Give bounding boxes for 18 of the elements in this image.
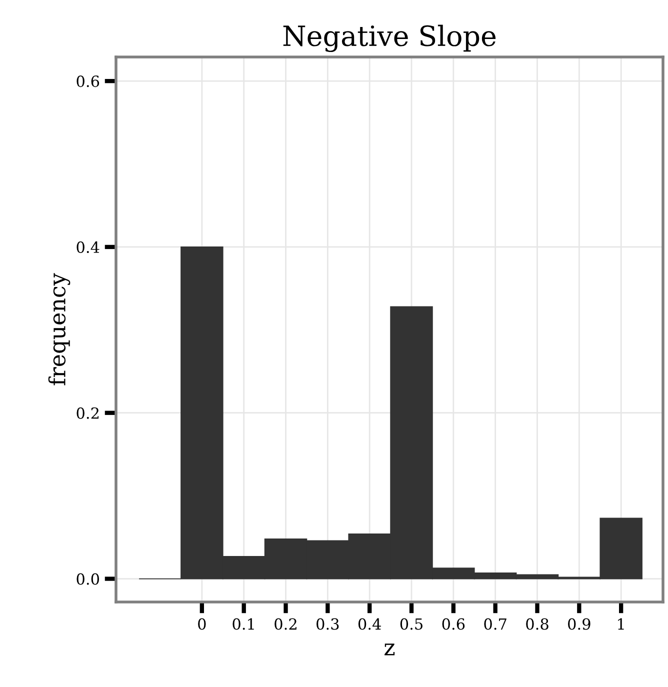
- y-tick-label: 0.6: [76, 76, 100, 88]
- x-tick-label: 0.7: [484, 618, 506, 630]
- x-tick-label: 0.4: [358, 618, 381, 630]
- y-tick-label: 0.4: [76, 241, 100, 253]
- x-tick-label: 0.6: [442, 618, 465, 630]
- y-tick-label: 0.0: [76, 573, 100, 585]
- x-tick-label: 0.1: [232, 618, 254, 630]
- x-tick-label: 0.2: [274, 618, 296, 630]
- x-tick-label: 0: [198, 618, 206, 630]
- chart-title: Negative Slope: [283, 24, 496, 52]
- x-tick-label: 0.9: [568, 618, 590, 630]
- y-axis-title: frequency: [48, 273, 70, 386]
- x-tick-label: 0.8: [526, 618, 548, 630]
- x-axis-title: z: [384, 644, 395, 656]
- x-tick-label: 0.5: [400, 618, 422, 630]
- y-tick-label: 0.2: [76, 407, 99, 419]
- x-tick-label: 0.3: [316, 618, 339, 630]
- x-tick-label: 1: [618, 618, 624, 630]
